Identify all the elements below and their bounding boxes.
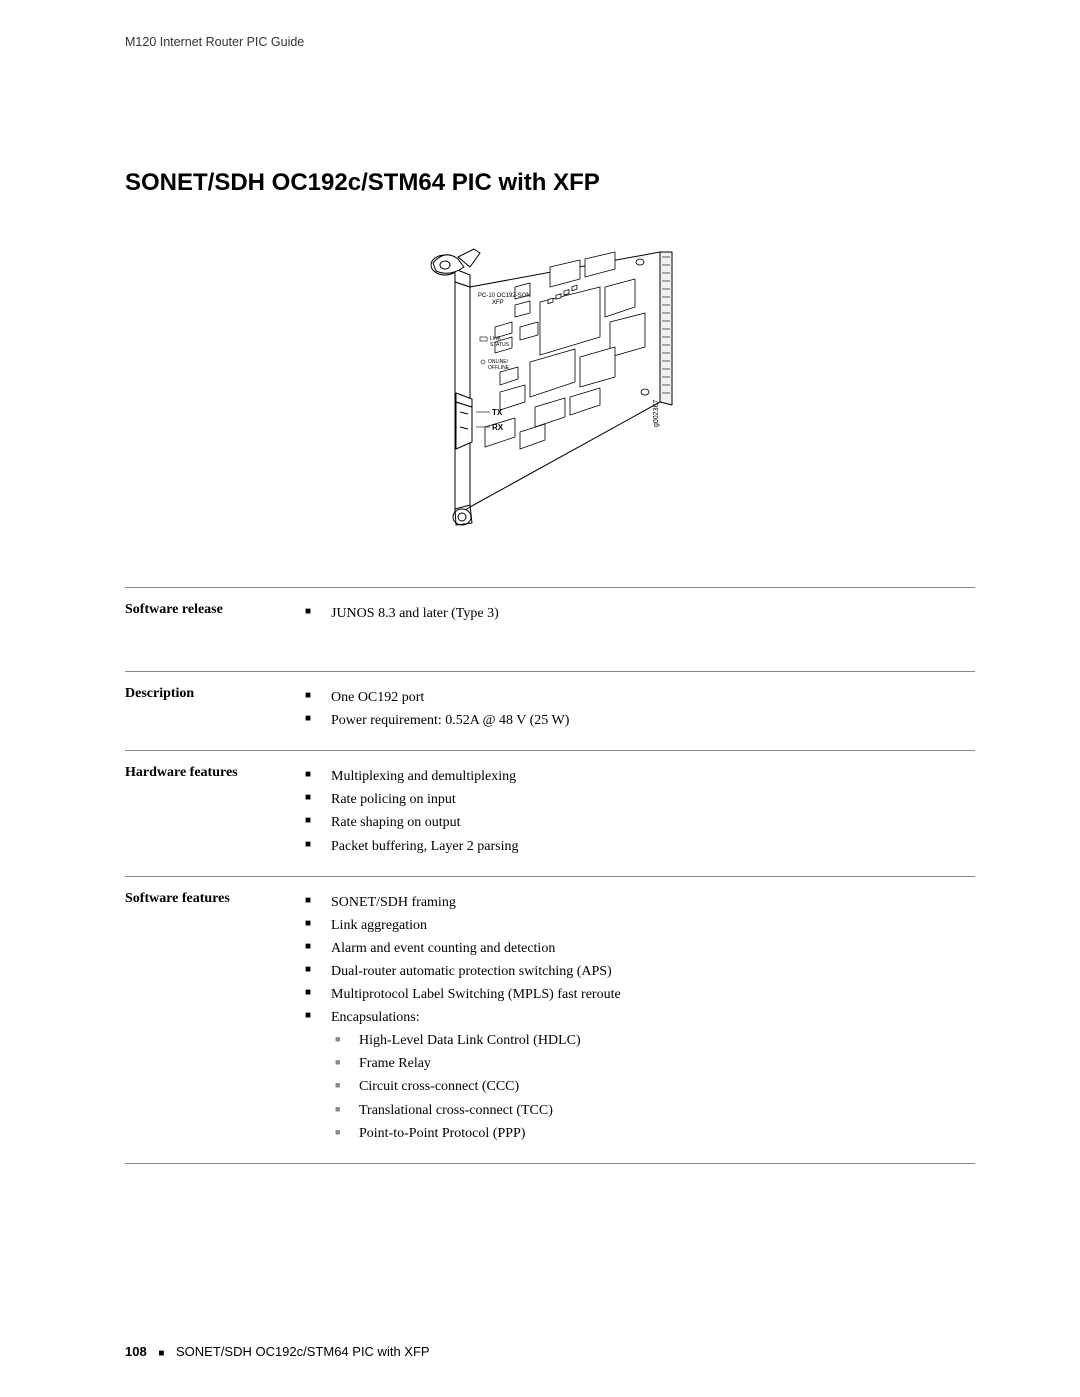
spec-sub-list-item: Circuit cross-connect (CCC) <box>331 1075 975 1098</box>
spec-list: Multiplexing and demultiplexingRate poli… <box>305 765 975 857</box>
spec-list-item: Encapsulations: High-Level Data Link Cont… <box>305 1006 975 1145</box>
diagram-ref: g002367 <box>653 400 660 427</box>
spec-sub-list-item: Frame Relay <box>331 1052 975 1075</box>
spec-list-item: Multiprotocol Label Switching (MPLS) fas… <box>305 983 975 1006</box>
pic-diagram: PC-10 OC192-SON XFP LINK STATUS ONLINE/ … <box>400 227 700 527</box>
spec-list-item: One OC192 port <box>305 686 975 709</box>
spec-list-item: Link aggregation <box>305 914 975 937</box>
spec-list-item: Dual-router automatic protection switchi… <box>305 960 975 983</box>
footer-text: SONET/SDH OC192c/STM64 PIC with XFP <box>176 1344 430 1359</box>
footer-separator: ■ <box>158 1348 164 1359</box>
diagram-label-rx: RX <box>492 423 504 432</box>
spec-list-item: Rate shaping on output <box>305 811 975 834</box>
spec-sub-list-item: Translational cross-connect (TCC) <box>331 1099 975 1122</box>
spec-sub-list: High-Level Data Link Control (HDLC)Frame… <box>331 1029 975 1144</box>
spec-list-item: Rate policing on input <box>305 788 975 811</box>
diagram-label-top: PC-10 OC192-SON <box>478 293 531 299</box>
running-header: M120 Internet Router PIC Guide <box>125 35 975 49</box>
spec-sub-list-item: High-Level Data Link Control (HDLC) <box>331 1029 975 1052</box>
spec-list-item: Alarm and event counting and detection <box>305 937 975 960</box>
svg-text:XFP: XFP <box>492 300 504 306</box>
spec-list-item: Power requirement: 0.52A @ 48 V (25 W) <box>305 709 975 732</box>
svg-text:STATUS: STATUS <box>490 342 510 348</box>
spec-row: Software releaseJUNOS 8.3 and later (Typ… <box>125 588 975 672</box>
spec-list-item: Multiplexing and demultiplexing <box>305 765 975 788</box>
spec-table: Software releaseJUNOS 8.3 and later (Typ… <box>125 587 975 1164</box>
row-spacer <box>305 625 975 653</box>
page-title: SONET/SDH OC192c/STM64 PIC with XFP <box>125 169 975 197</box>
spec-list-item: SONET/SDH framing <box>305 891 975 914</box>
svg-text:OFFLINE: OFFLINE <box>488 365 510 371</box>
spec-label: Software features <box>125 876 305 1163</box>
spec-list: JUNOS 8.3 and later (Type 3) <box>305 602 975 625</box>
spec-row: Software featuresSONET/SDH framingLink a… <box>125 876 975 1163</box>
spec-list: One OC192 portPower requirement: 0.52A @… <box>305 686 975 732</box>
page-footer: 108 ■ SONET/SDH OC192c/STM64 PIC with XF… <box>125 1344 430 1359</box>
diagram-container: PC-10 OC192-SON XFP LINK STATUS ONLINE/ … <box>125 227 975 527</box>
spec-content: Multiplexing and demultiplexingRate poli… <box>305 751 975 876</box>
spec-content: JUNOS 8.3 and later (Type 3) <box>305 588 975 672</box>
diagram-label-tx: TX <box>492 408 503 417</box>
page-number: 108 <box>125 1344 147 1359</box>
spec-label: Hardware features <box>125 751 305 876</box>
spec-sub-list-item: Point-to-Point Protocol (PPP) <box>331 1122 975 1145</box>
spec-list-item: JUNOS 8.3 and later (Type 3) <box>305 602 975 625</box>
spec-list-item-text: Encapsulations: <box>331 1010 420 1025</box>
spec-row: Hardware featuresMultiplexing and demult… <box>125 751 975 876</box>
spec-list: SONET/SDH framingLink aggregationAlarm a… <box>305 891 975 1145</box>
spec-label: Description <box>125 672 305 751</box>
spec-content: SONET/SDH framingLink aggregationAlarm a… <box>305 876 975 1163</box>
spec-row: DescriptionOne OC192 portPower requireme… <box>125 672 975 751</box>
spec-list-item: Packet buffering, Layer 2 parsing <box>305 835 975 858</box>
spec-content: One OC192 portPower requirement: 0.52A @… <box>305 672 975 751</box>
spec-label: Software release <box>125 588 305 672</box>
